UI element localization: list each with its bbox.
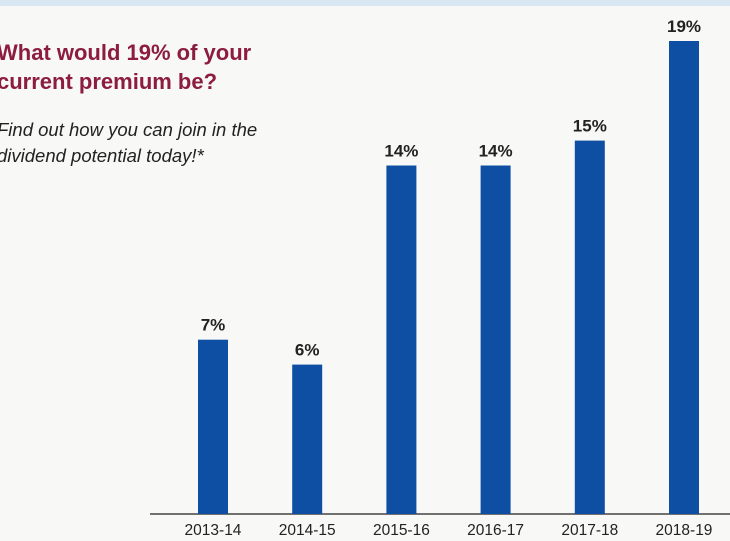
value-label-2014-15: 6% bbox=[295, 341, 320, 360]
bar-2017-18 bbox=[574, 140, 605, 514]
bar-2013-14 bbox=[198, 339, 228, 514]
value-label-2016-17: 14% bbox=[479, 142, 513, 161]
value-label-2017-18: 15% bbox=[573, 117, 607, 136]
category-label-2015-16: 2015-16 bbox=[373, 522, 430, 539]
category-label-2014-15: 2014-15 bbox=[279, 522, 336, 539]
value-label-2015-16: 14% bbox=[384, 142, 418, 161]
bar-2018-19 bbox=[669, 41, 699, 514]
bar-2015-16 bbox=[386, 165, 417, 514]
headline: What would 19% of your current premium b… bbox=[0, 40, 252, 94]
category-label-2013-14: 2013-14 bbox=[185, 522, 242, 539]
top-band bbox=[0, 0, 730, 6]
bar-2016-17 bbox=[480, 165, 511, 514]
bar-2014-15 bbox=[292, 364, 323, 514]
category-label-2017-18: 2017-18 bbox=[561, 522, 618, 539]
category-label-2018-19: 2018-19 bbox=[656, 522, 713, 539]
value-label-2018-19: 19% bbox=[667, 17, 701, 36]
category-label-2016-17: 2016-17 bbox=[467, 522, 524, 539]
subtext: Find out how you can join in the dividen… bbox=[0, 119, 258, 166]
value-label-2013-14: 7% bbox=[201, 316, 226, 335]
